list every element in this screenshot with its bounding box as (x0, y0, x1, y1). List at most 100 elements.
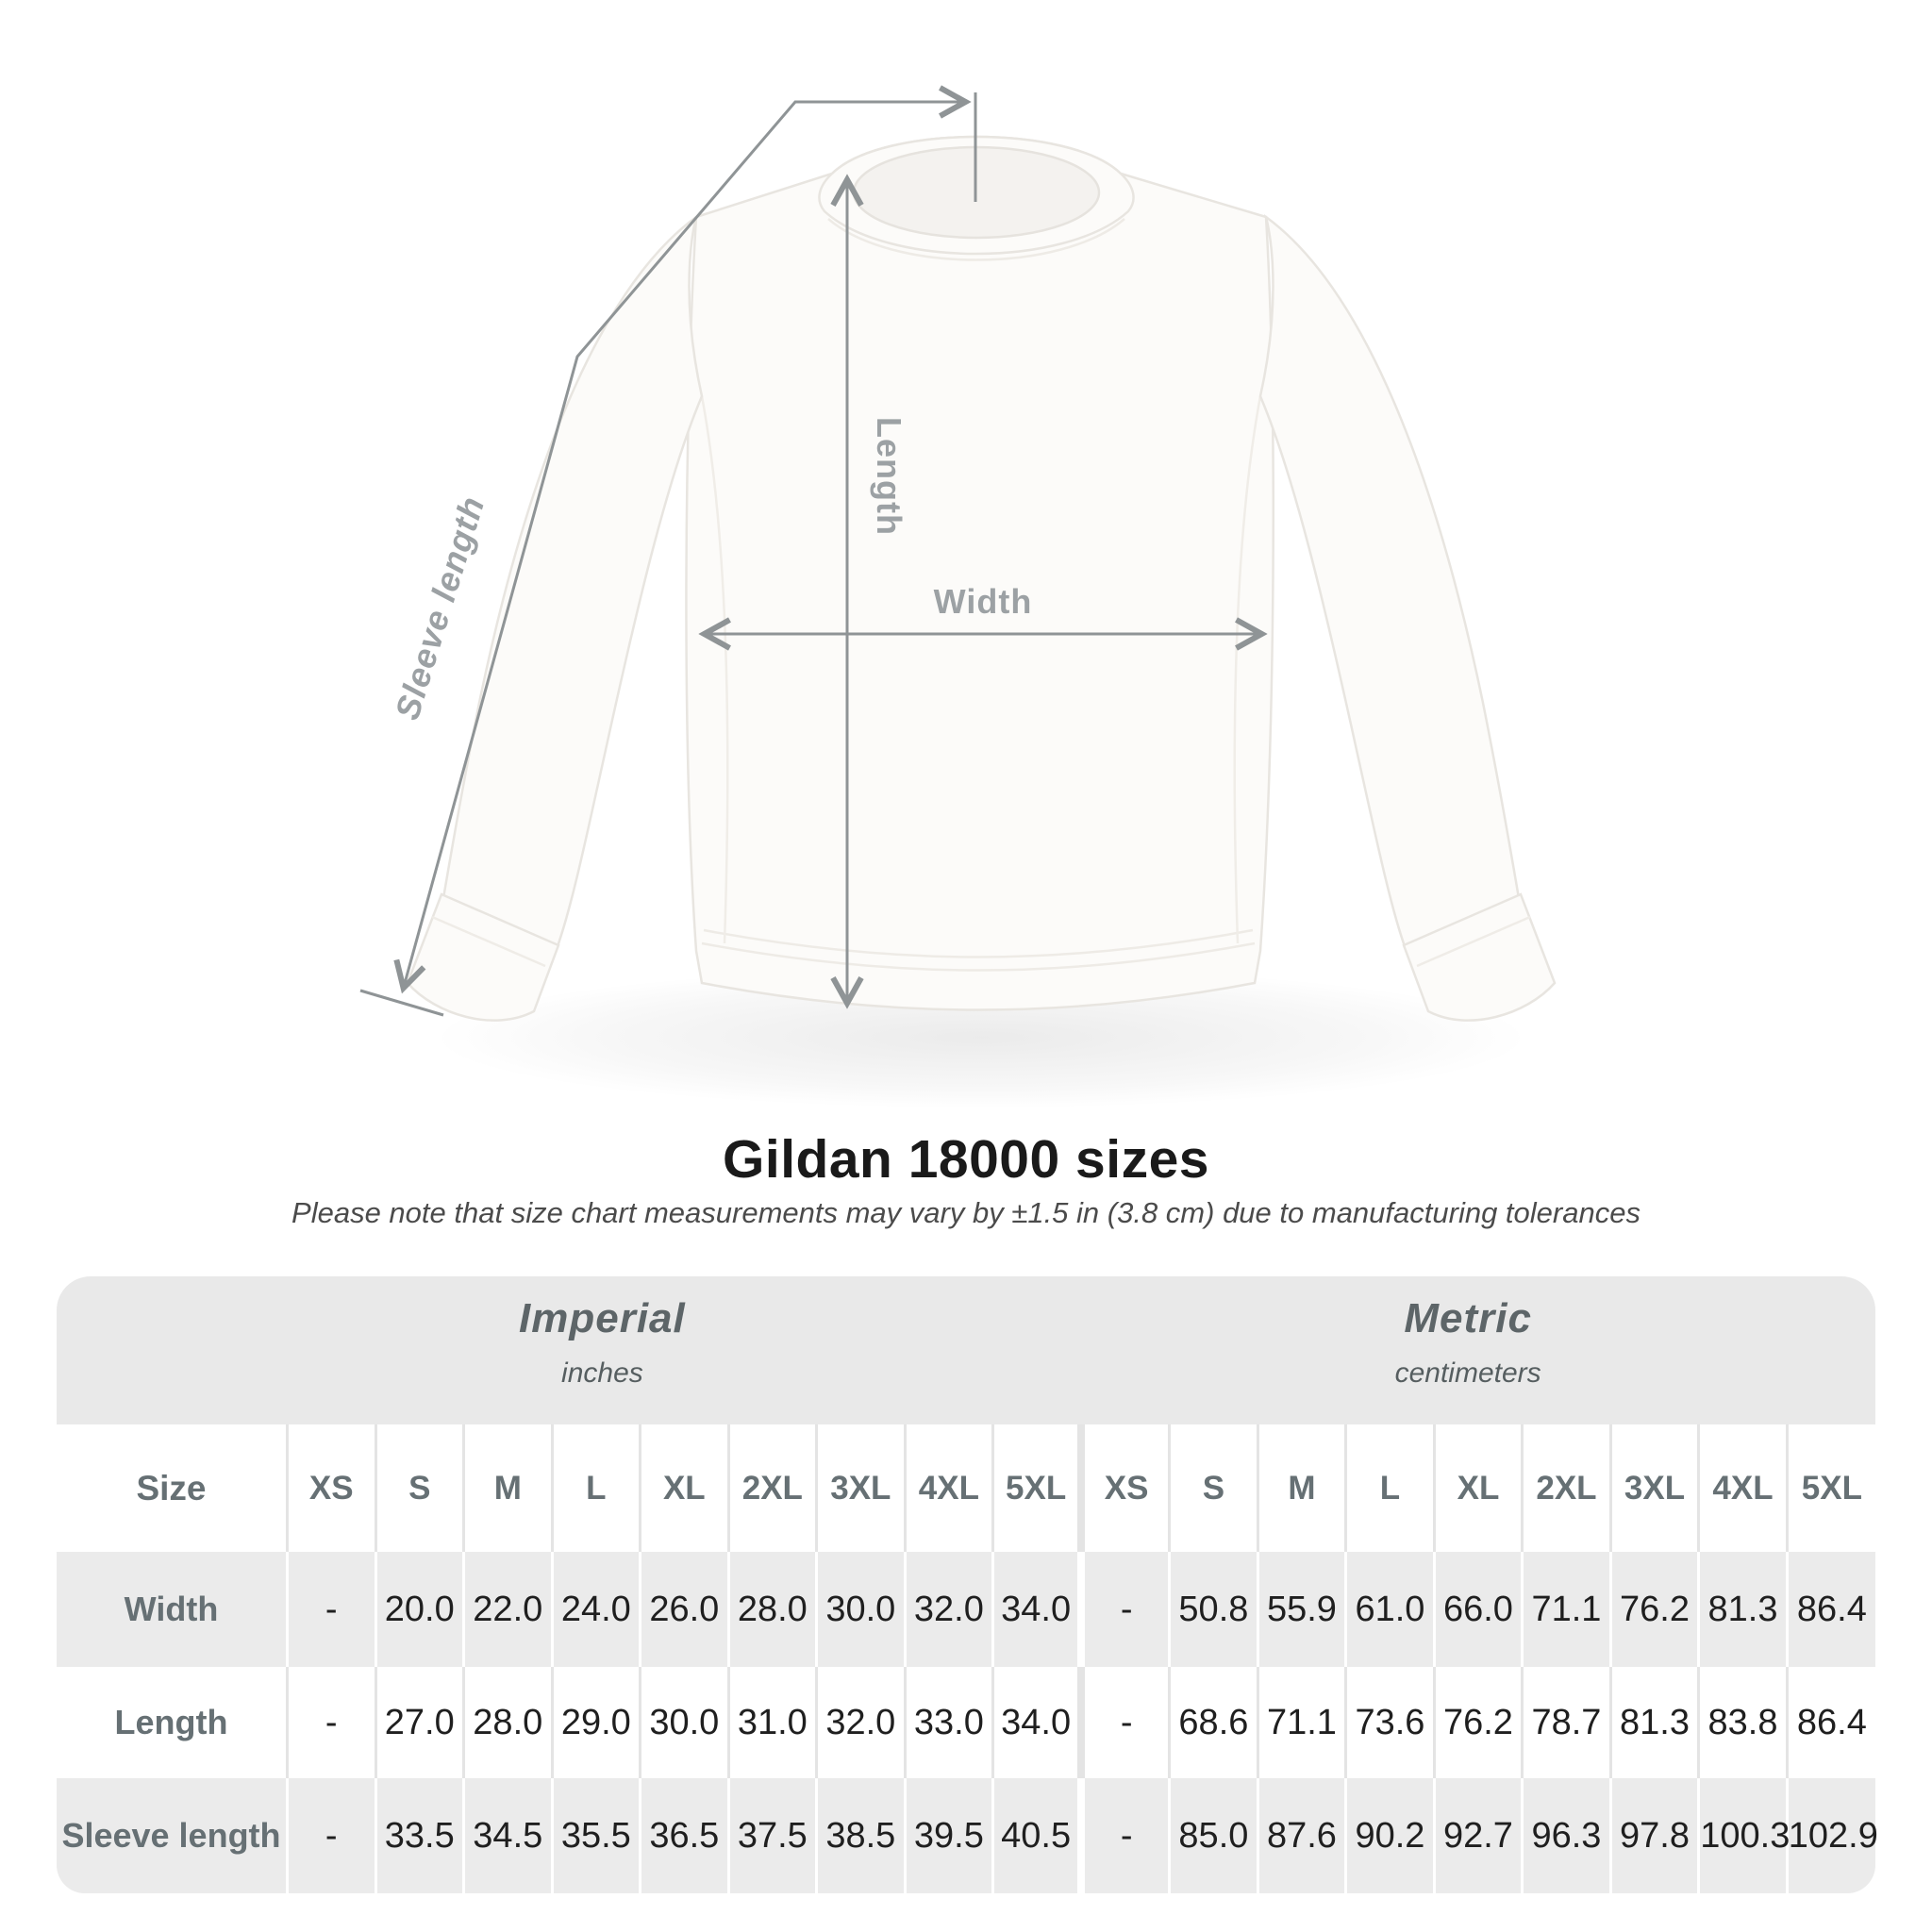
value-cell: 81.3 (1697, 1552, 1788, 1667)
value-cell: 35.5 (550, 1778, 641, 1893)
value-cell: 39.5 (903, 1778, 993, 1893)
value-cell: 26.0 (639, 1552, 729, 1667)
row-label: Width (124, 1590, 219, 1628)
imperial-unit: inches (561, 1357, 643, 1389)
value-cell: - (286, 1667, 376, 1778)
row-label: Length (114, 1703, 228, 1741)
value-cell: 61.0 (1344, 1552, 1435, 1667)
width-label: Width (934, 582, 1033, 621)
value-cell: 83.8 (1697, 1667, 1788, 1778)
value-cell: 78.7 (1521, 1667, 1611, 1778)
value-cell: 33.5 (374, 1778, 464, 1893)
size-col-header: 2XL (1521, 1424, 1611, 1552)
value-cell: 30.0 (639, 1667, 729, 1778)
value-cell: 38.5 (815, 1778, 906, 1893)
value-cell: 73.6 (1344, 1667, 1435, 1778)
value-cell: 29.0 (550, 1667, 641, 1778)
value-cell: 30.0 (815, 1552, 906, 1667)
measurement-row: Width -20.0 22.0 24.0 26.0 28.0 30.0 32.0 34.0-5… (57, 1552, 1875, 1667)
value-cell: 27.0 (374, 1667, 464, 1778)
value-cell: 36.5 (639, 1778, 729, 1893)
value-cell: 81.3 (1608, 1667, 1699, 1778)
value-cell: 86.4 (1785, 1667, 1875, 1778)
value-cell: 32.0 (903, 1552, 993, 1667)
size-col-header: S (374, 1424, 464, 1552)
size-col-header: XS (1077, 1424, 1170, 1552)
value-cell: 92.7 (1432, 1778, 1523, 1893)
value-cell: 100.3 (1697, 1778, 1790, 1893)
size-col-header: XL (1432, 1424, 1523, 1552)
size-col-header: XS (286, 1424, 376, 1552)
value-cell: 71.1 (1256, 1667, 1346, 1778)
size-col-header: 4XL (1697, 1424, 1788, 1552)
size-col-header: XL (639, 1424, 729, 1552)
size-col-header: 5XL (1785, 1424, 1875, 1552)
metric-unit: centimeters (1394, 1357, 1541, 1389)
value-cell: 68.6 (1168, 1667, 1258, 1778)
measurement-row: Sleeve length -33.5 34.5 35.5 36.5 37.5 38.5 39… (57, 1778, 1878, 1893)
sweatshirt-diagram: Length Width Sleeve length (359, 0, 1557, 1108)
value-cell: - (1077, 1552, 1170, 1667)
imperial-unit-group: Imperial inches (519, 1295, 686, 1390)
value-cell: 24.0 (550, 1552, 641, 1667)
sleeve-length-label: Sleeve length (388, 491, 492, 724)
value-cell: - (286, 1552, 376, 1667)
value-cell: 32.0 (815, 1667, 906, 1778)
value-cell: 87.6 (1256, 1778, 1346, 1893)
size-header-row: Size XS S M L XL 2XL 3XL 4XL 5XL XS S M L XL 2XL 3XL 4XL 5… (57, 1424, 1875, 1552)
right-cuff-ribbing (1416, 915, 1531, 968)
value-cell: 34.5 (462, 1778, 553, 1893)
value-cell: 85.0 (1168, 1778, 1258, 1893)
value-cell: 34.0 (991, 1667, 1082, 1778)
right-cuff (1402, 892, 1557, 1022)
value-cell: 50.8 (1168, 1552, 1258, 1667)
value-cell: 28.0 (462, 1667, 553, 1778)
value-cell: 97.8 (1608, 1778, 1699, 1893)
garment-shadow (434, 967, 1528, 1108)
value-cell: 33.0 (903, 1667, 993, 1778)
value-cell: 20.0 (374, 1552, 464, 1667)
sleeve-cuff-tick (359, 989, 444, 1017)
imperial-label: Imperial (519, 1295, 686, 1341)
metric-label: Metric (1404, 1295, 1532, 1341)
value-cell: 96.3 (1521, 1778, 1611, 1893)
size-table-grid: Size XS S M L XL 2XL 3XL 4XL 5XL XS S M L XL 2XL 3XL 4XL 5… (57, 1424, 1878, 1893)
size-col-header: S (1168, 1424, 1258, 1552)
right-sleeve (1258, 213, 1521, 951)
sweatshirt-body (685, 135, 1274, 1011)
value-cell: 76.2 (1432, 1667, 1523, 1778)
size-col-header: L (550, 1424, 641, 1552)
size-col-header: 5XL (991, 1424, 1082, 1552)
value-cell: - (286, 1778, 376, 1893)
size-table: Imperial inches Metric centimeters Size X… (57, 1276, 1878, 1893)
value-cell: - (1077, 1778, 1170, 1893)
value-cell: 86.4 (1785, 1552, 1875, 1667)
size-col-header: 2XL (726, 1424, 817, 1552)
value-cell: 76.2 (1608, 1552, 1699, 1667)
size-corner-header: Size (136, 1468, 207, 1507)
value-cell: 71.1 (1521, 1552, 1611, 1667)
size-col-header: L (1344, 1424, 1435, 1552)
length-label: Length (870, 417, 908, 536)
metric-unit-group: Metric centimeters (1395, 1295, 1541, 1390)
value-cell: 37.5 (726, 1778, 817, 1893)
value-cell: - (1077, 1667, 1170, 1778)
size-table-body: Size XS S M L XL 2XL 3XL 4XL 5XL XS S M L XL 2XL 3XL 4XL 5… (57, 1424, 1878, 1893)
unit-header-band: Imperial inches Metric centimeters (57, 1276, 1875, 1424)
row-label: Sleeve length (61, 1816, 281, 1855)
value-cell: 102.9 (1785, 1778, 1878, 1893)
measurement-row: Length -27.0 28.0 29.0 30.0 31.0 32.0 33.0 34.0-… (57, 1667, 1875, 1778)
sleeve-length-arrow (404, 102, 964, 987)
size-col-header: M (462, 1424, 553, 1552)
value-cell: 66.0 (1432, 1552, 1523, 1667)
value-cell: 40.5 (991, 1778, 1082, 1893)
size-col-header: 4XL (903, 1424, 993, 1552)
value-cell: 22.0 (462, 1552, 553, 1667)
tolerance-note: Please note that size chart measurements… (291, 1196, 1641, 1229)
value-cell: 55.9 (1256, 1552, 1346, 1667)
value-cell: 28.0 (726, 1552, 817, 1667)
value-cell: 90.2 (1344, 1778, 1435, 1893)
size-col-header: 3XL (815, 1424, 906, 1552)
sweatshirt-photo (406, 135, 1557, 1022)
